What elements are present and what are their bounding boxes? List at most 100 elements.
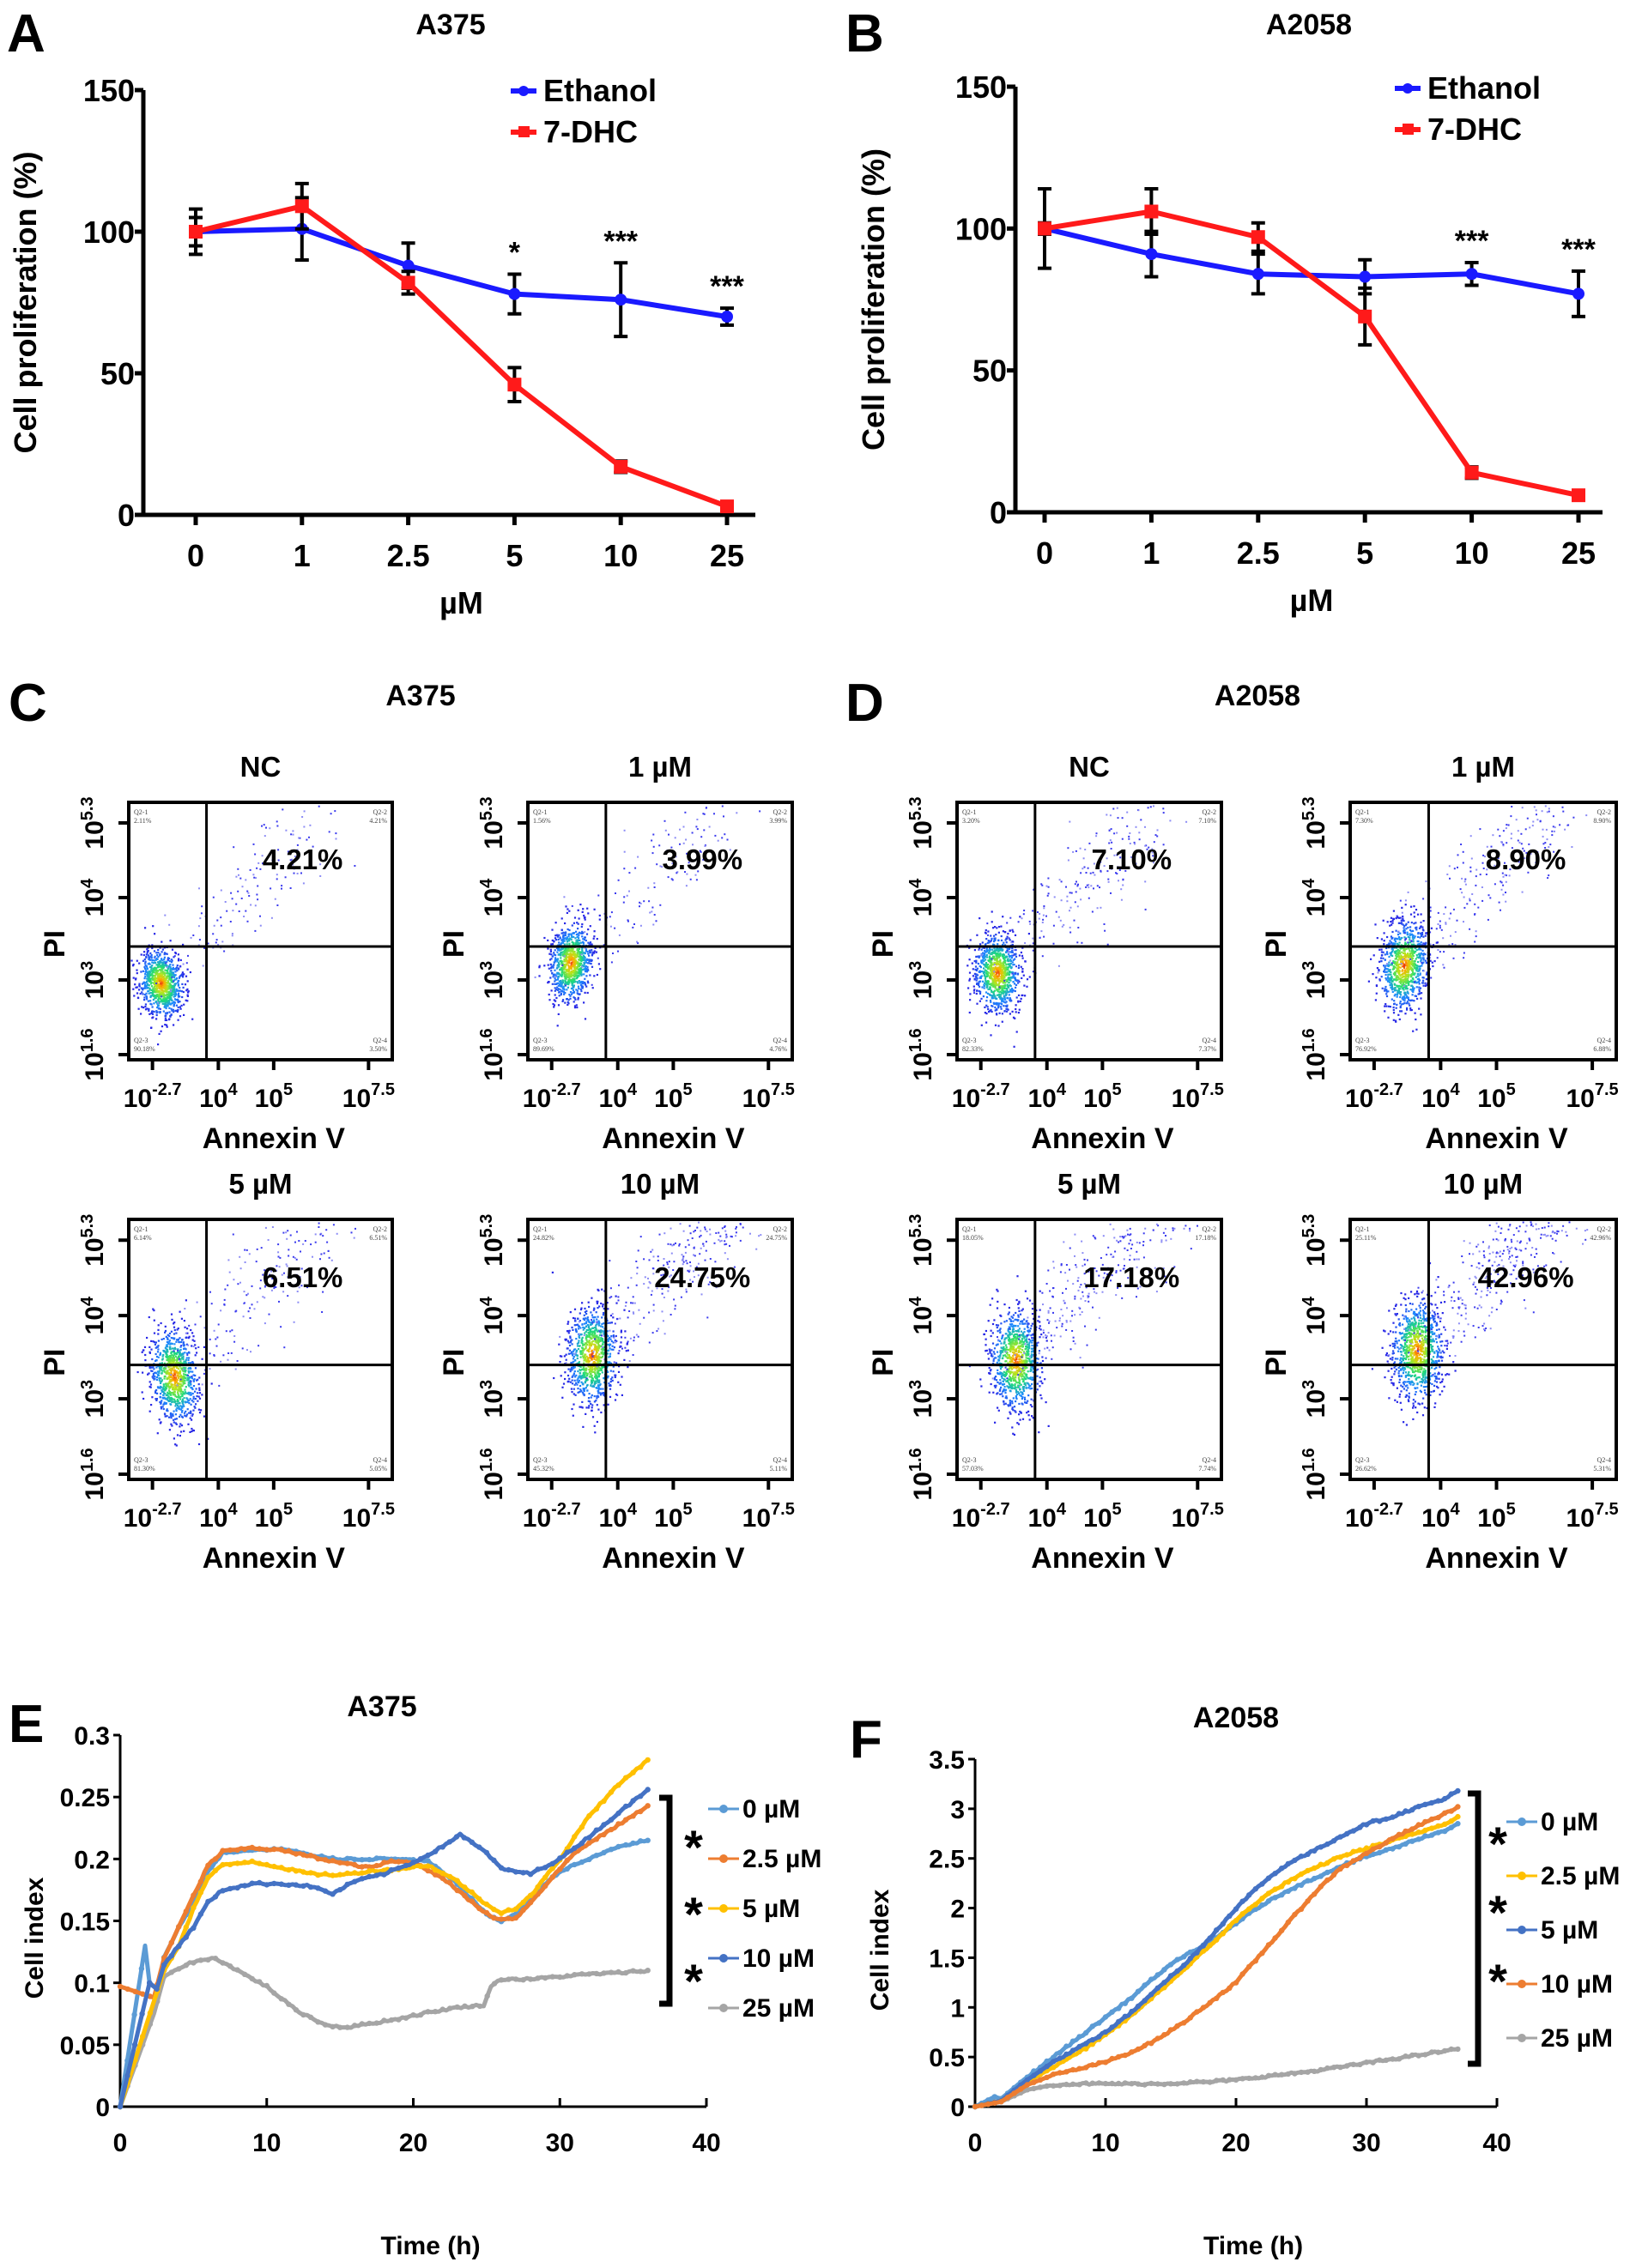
event-point [700, 836, 703, 838]
event-point [164, 1024, 167, 1026]
event-point [259, 868, 262, 870]
quadrant-name: Q2-1 [134, 1225, 148, 1233]
event-point [164, 1005, 167, 1007]
event-point [557, 982, 560, 984]
event-point [167, 996, 170, 1000]
event-point [215, 1345, 218, 1347]
event-point [173, 1380, 176, 1382]
event-point [588, 1376, 591, 1378]
event-point [561, 962, 564, 965]
event-point [584, 1374, 586, 1376]
event-point [578, 1321, 580, 1323]
event-point [1000, 1007, 1003, 1010]
event-point [148, 958, 150, 960]
event-point [180, 1411, 184, 1413]
event-point [155, 969, 158, 971]
event-point [587, 1320, 591, 1322]
event-point [558, 991, 560, 994]
event-point [246, 890, 249, 892]
event-point [629, 1337, 632, 1340]
event-point [598, 1367, 601, 1370]
event-point [597, 1322, 600, 1325]
event-point [155, 1359, 158, 1362]
event-point [176, 1371, 179, 1375]
event-point [623, 868, 626, 870]
event-point [705, 807, 707, 809]
event-point [173, 993, 175, 995]
event-point [606, 1330, 609, 1333]
event-point [591, 1355, 594, 1358]
event-point [550, 943, 553, 946]
event-point [650, 1293, 652, 1296]
event-point [559, 969, 561, 971]
event-point [712, 851, 714, 854]
event-point [153, 1002, 155, 1005]
event-point [580, 1376, 583, 1378]
event-point [227, 1358, 229, 1361]
event-point [169, 1392, 172, 1394]
event-point [183, 1344, 185, 1346]
event-point [164, 996, 167, 999]
event-point [589, 1400, 591, 1403]
event-point [181, 1384, 184, 1387]
event-point [702, 813, 705, 815]
y-axis-label: Cell proliferation (%) [8, 151, 43, 453]
event-point [596, 1358, 598, 1361]
event-point [590, 1396, 592, 1399]
event-point [154, 982, 156, 984]
event-point [159, 1387, 161, 1389]
event-point [663, 1258, 665, 1260]
event-point [560, 983, 563, 985]
event-point [593, 1400, 596, 1403]
event-point [656, 863, 658, 866]
event-point [1008, 994, 1010, 996]
event-point [562, 999, 565, 1001]
event-point [555, 989, 558, 991]
quadrant-name: Q2-2 [773, 1225, 787, 1233]
event-point [601, 1323, 603, 1326]
event-point [191, 1361, 194, 1364]
event-point [570, 974, 573, 977]
event-point [170, 1367, 173, 1370]
event-point [628, 890, 630, 892]
event-point [592, 1351, 595, 1353]
event-point [157, 978, 160, 981]
event-point [594, 947, 597, 949]
y-tick-label: 101.6 [477, 1448, 508, 1500]
event-point [173, 1372, 176, 1375]
event-point [582, 964, 585, 967]
event-point [197, 1392, 199, 1394]
event-point [609, 925, 612, 928]
flow-plot: 5 µM6.51%Q2-16.14%Q2-26.51%Q2-381.30%Q2-… [39, 1168, 395, 1575]
event-point [178, 1406, 180, 1408]
event-point [186, 988, 189, 990]
event-point [615, 1340, 618, 1342]
event-point [579, 1308, 583, 1311]
event-point [703, 813, 706, 815]
event-point [191, 1413, 194, 1416]
event-point [325, 1229, 328, 1231]
event-point [192, 1385, 196, 1388]
event-point [612, 1330, 615, 1333]
event-point [682, 1261, 685, 1263]
event-point [578, 917, 580, 920]
event-point [177, 1006, 179, 1009]
event-point [153, 977, 155, 980]
event-point [187, 1362, 190, 1364]
event-point [173, 1388, 176, 1390]
x-axis-label: Annexin V [203, 1542, 346, 1575]
x-tick-label: 10-2.7 [124, 1500, 182, 1533]
event-point [566, 948, 568, 951]
event-point [593, 908, 596, 910]
event-point [574, 965, 577, 969]
event-point [588, 949, 591, 952]
event-point [628, 1310, 631, 1312]
event-point [312, 845, 314, 848]
event-point [156, 1432, 159, 1435]
event-point [594, 1375, 597, 1377]
event-point [197, 925, 200, 928]
event-point [592, 1356, 595, 1358]
event-point [576, 1379, 579, 1382]
event-point [278, 1266, 281, 1268]
event-point [181, 1402, 185, 1405]
